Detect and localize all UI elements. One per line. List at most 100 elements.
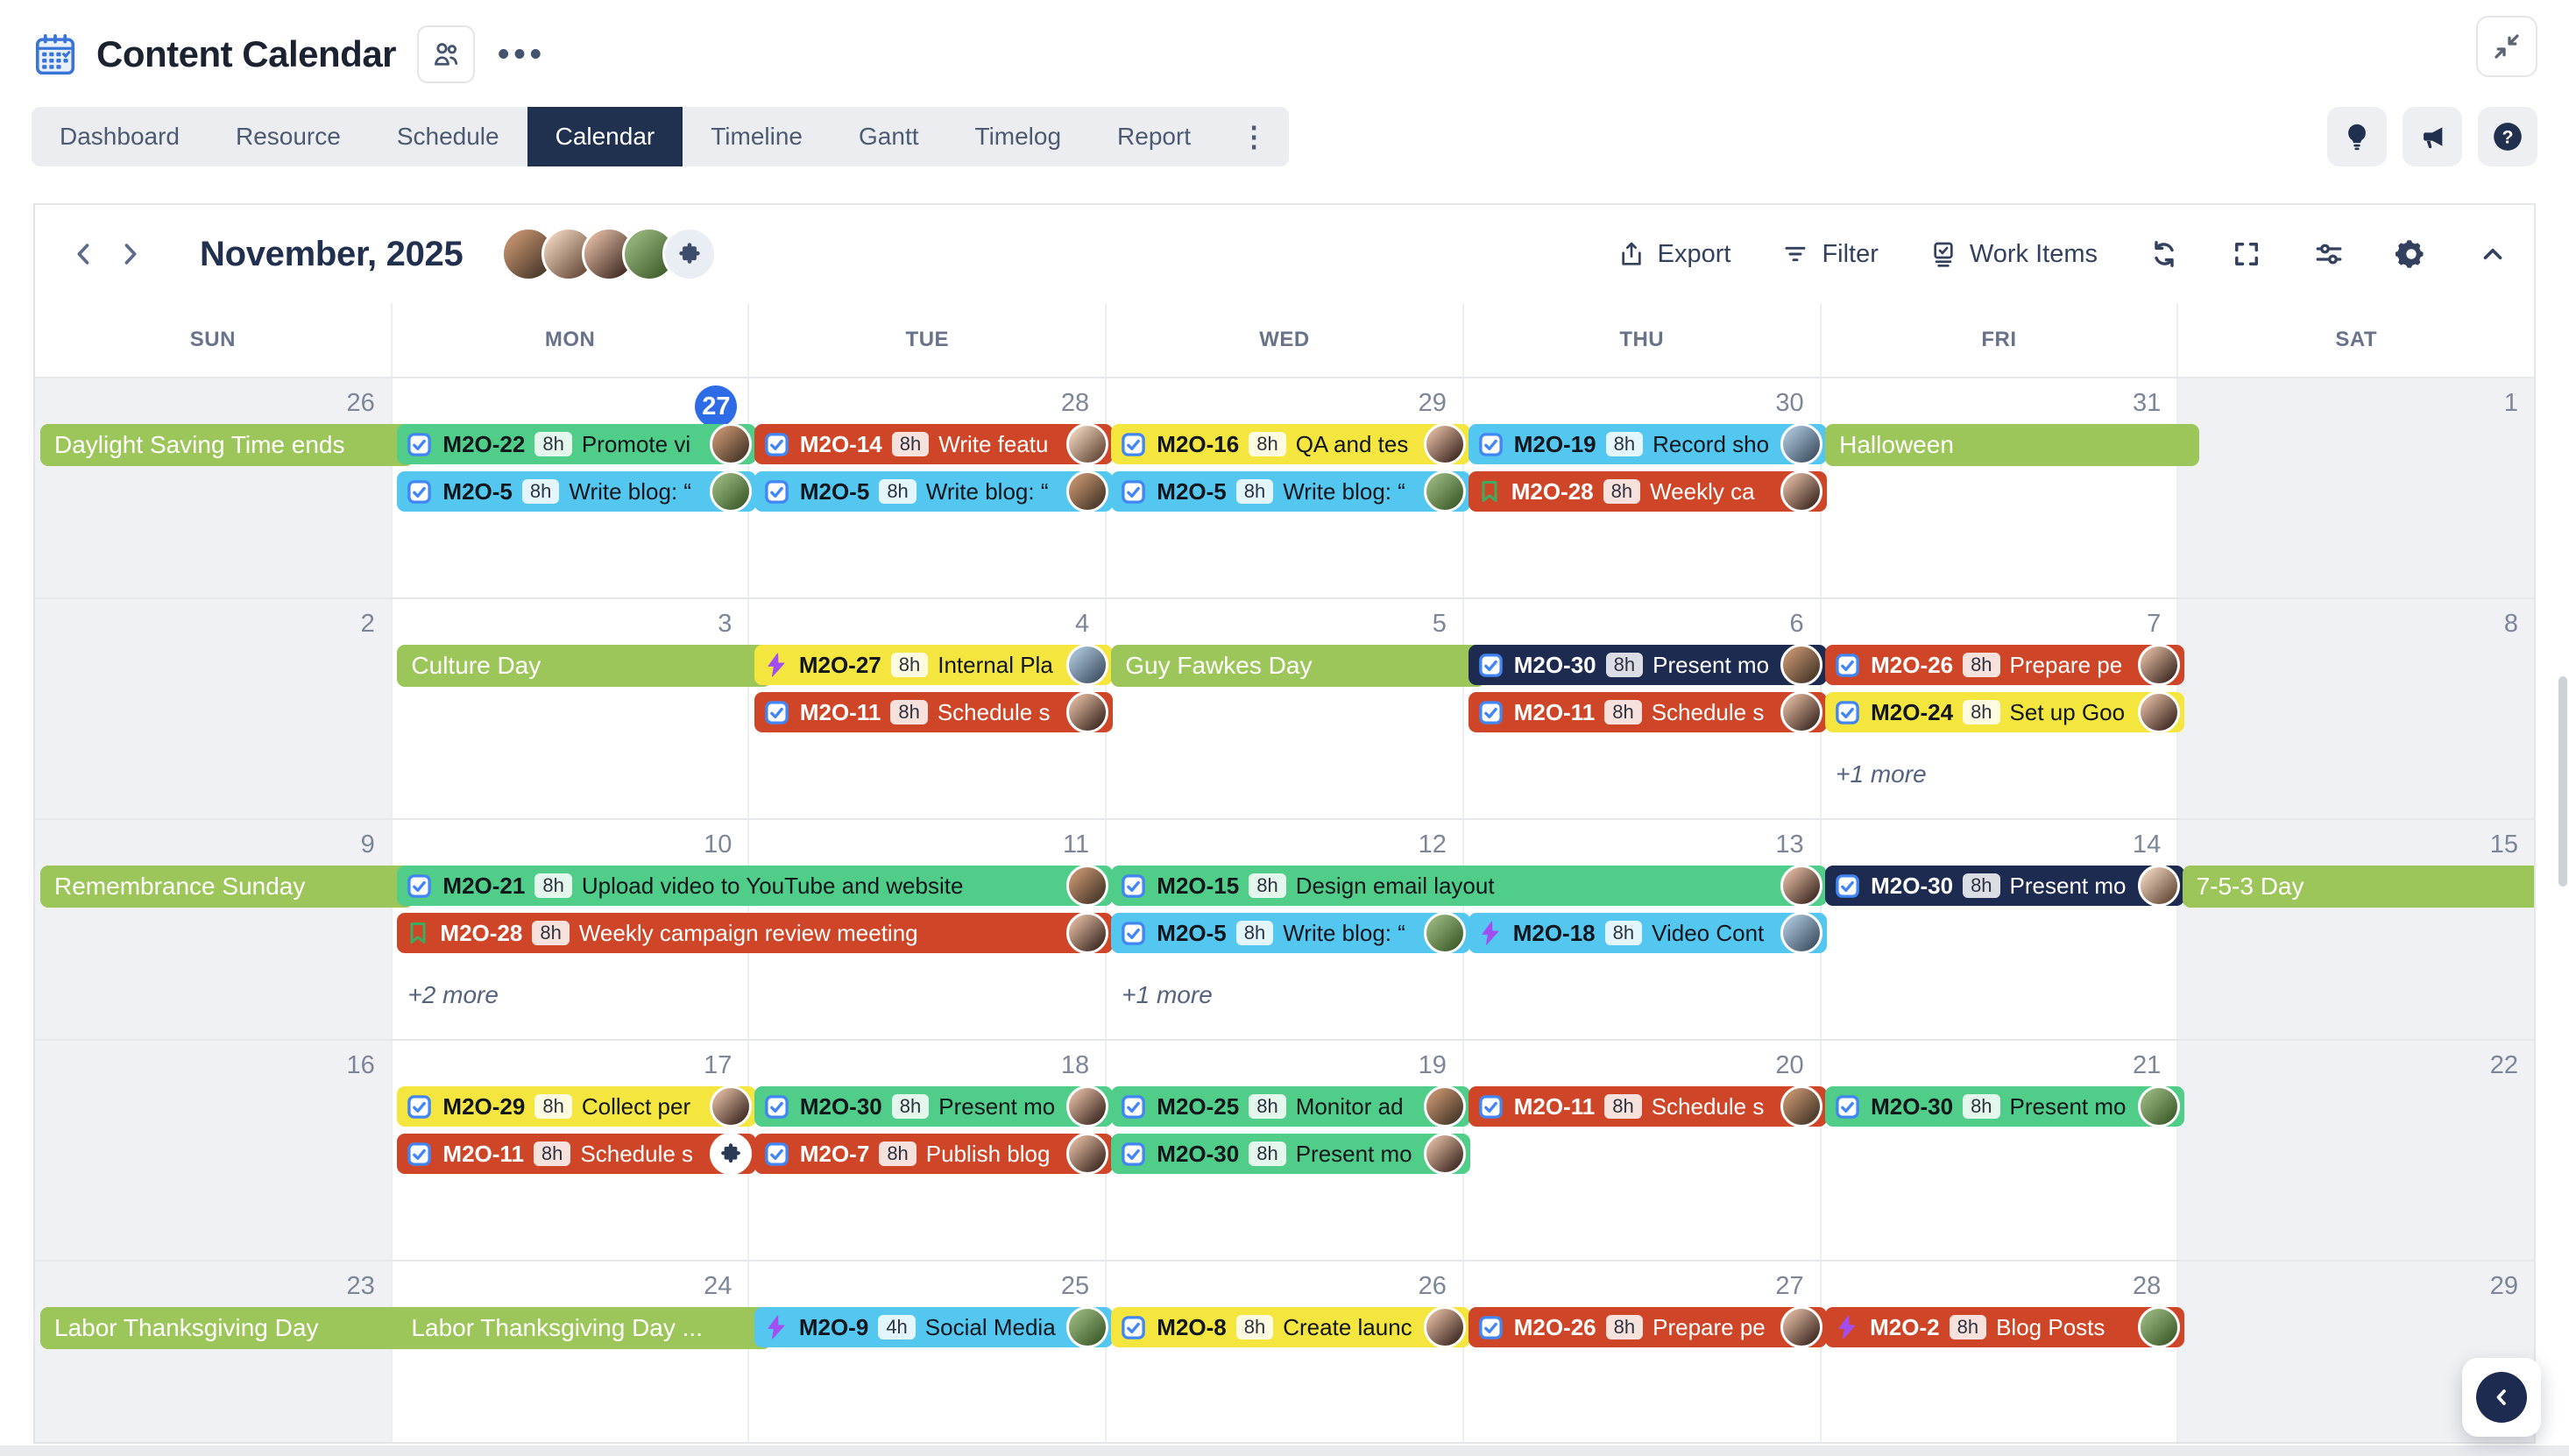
day-cell[interactable]: 22 xyxy=(2176,1041,2534,1260)
day-cell[interactable]: 1 xyxy=(2176,378,2534,597)
tab-schedule[interactable]: Schedule xyxy=(396,123,499,150)
day-cell[interactable]: 5 xyxy=(1105,599,1462,818)
calendar-event[interactable]: M2O-30 8h Present mo xyxy=(1111,1134,1470,1174)
day-cell[interactable]: 16 xyxy=(35,1041,391,1260)
more-events-link[interactable]: +2 more xyxy=(407,981,499,1008)
day-cell[interactable]: 28 xyxy=(1819,1262,2177,1442)
header-more-button[interactable]: ••• xyxy=(498,36,546,73)
calendar-event[interactable]: M2O-26 8h Prepare pe xyxy=(1468,1307,1828,1347)
day-cell[interactable]: 14 xyxy=(1819,820,2177,1039)
day-cell[interactable]: 17 xyxy=(390,1041,748,1260)
calendar-event[interactable]: M2O-5 8h Write blog: “ xyxy=(397,471,756,512)
day-cell[interactable]: 23 xyxy=(35,1262,391,1442)
calendar-event[interactable]: M2O-2 8h Blog Posts xyxy=(1825,1307,2184,1347)
team-avatar-stack[interactable] xyxy=(501,227,718,281)
day-cell[interactable]: 21 xyxy=(1819,1041,2177,1260)
idea-lightbulb-icon[interactable] xyxy=(2327,107,2387,166)
prev-month-icon[interactable] xyxy=(61,231,107,277)
calendar-event[interactable]: M2O-26 8h Prepare pe xyxy=(1825,645,2184,685)
calendar-event[interactable]: M2O-24 8h Set up Goo xyxy=(1825,692,2184,732)
calendar-event[interactable]: M2O-27 8h Internal Pla xyxy=(754,645,1114,685)
next-month-icon[interactable] xyxy=(107,231,152,277)
view-settings-sliders-icon[interactable] xyxy=(2313,238,2345,270)
day-cell[interactable]: 4 xyxy=(747,599,1105,818)
task-icon xyxy=(1834,699,1861,726)
day-cell[interactable]: 27 xyxy=(1461,1262,1820,1442)
holiday-event[interactable]: Halloween xyxy=(1825,424,2199,466)
vertical-scrollbar[interactable] xyxy=(2558,676,2567,887)
tab-timeline[interactable]: Timeline xyxy=(711,123,803,150)
fullscreen-icon[interactable] xyxy=(2231,238,2262,270)
tab-calendar[interactable]: Calendar xyxy=(527,107,683,166)
sync-icon[interactable] xyxy=(2148,238,2180,270)
collapse-window-icon[interactable] xyxy=(2476,16,2537,77)
calendar-event[interactable]: M2O-25 8h Monitor ad xyxy=(1111,1086,1470,1127)
calendar-event[interactable]: M2O-30 8h Present mo xyxy=(1825,1086,2184,1127)
day-cell[interactable]: 3 xyxy=(390,599,748,818)
calendar-event[interactable]: M2O-11 8h Schedule s xyxy=(1468,1086,1828,1127)
settings-gear-icon[interactable] xyxy=(2396,238,2427,270)
day-cell[interactable]: 2 xyxy=(35,599,391,818)
calendar-event[interactable]: M2O-11 8h Schedule s xyxy=(1468,692,1828,732)
announcement-megaphone-icon[interactable] xyxy=(2403,107,2462,166)
calendar-event[interactable]: M2O-8 8h Create launc xyxy=(1111,1307,1470,1347)
calendar-event[interactable]: M2O-30 8h Present mo xyxy=(1468,645,1828,685)
tab-dashboard[interactable]: Dashboard xyxy=(60,123,180,150)
more-events-link[interactable]: +1 more xyxy=(1836,760,1927,788)
calendar-event[interactable]: M2O-29 8h Collect per xyxy=(397,1086,756,1127)
filter-button[interactable]: Filter xyxy=(1781,240,1879,269)
holiday-event[interactable]: Labor Thanksgiving Day ... xyxy=(397,1307,771,1349)
holiday-event[interactable]: Remembrance Sunday xyxy=(40,866,414,908)
tab-gantt[interactable]: Gantt xyxy=(859,123,919,150)
day-cell[interactable]: 6 xyxy=(1461,599,1820,818)
tab-resource[interactable]: Resource xyxy=(235,123,341,150)
holiday-event[interactable]: Culture Day xyxy=(397,645,771,687)
work-items-button[interactable]: Work Items xyxy=(1929,240,2098,269)
date-number: 6 xyxy=(1789,610,1804,638)
calendar-event[interactable]: M2O-16 8h QA and tes xyxy=(1111,424,1470,464)
calendar-event[interactable]: M2O-5 8h Write blog: “ xyxy=(754,471,1114,512)
calendar-event[interactable]: M2O-28 8h Weekly campaign review meeting xyxy=(397,913,1114,953)
tab-report[interactable]: Report xyxy=(1117,123,1192,150)
holiday-event[interactable]: Guy Fawkes Day xyxy=(1111,645,1485,687)
day-cell[interactable]: 25 xyxy=(747,1262,1105,1442)
calendar-event[interactable]: M2O-5 8h Write blog: “ xyxy=(1111,471,1470,512)
calendar-event[interactable]: M2O-5 8h Write blog: “ xyxy=(1111,913,1470,953)
collapse-sidebar-floating-button[interactable] xyxy=(2462,1358,2541,1437)
day-cell[interactable]: 31 xyxy=(1819,378,2177,597)
day-cell[interactable]: 9 xyxy=(35,820,391,1039)
export-button[interactable]: Export xyxy=(1617,240,1730,269)
puzzle-avatar-icon[interactable] xyxy=(662,227,718,281)
calendar-event[interactable]: M2O-9 4h Social Media xyxy=(754,1307,1114,1347)
holiday-event[interactable]: Daylight Saving Time ends xyxy=(40,424,414,466)
day-cell[interactable]: 8 xyxy=(2176,599,2534,818)
tab-timelog[interactable]: Timelog xyxy=(974,123,1062,150)
day-cell[interactable]: 26 xyxy=(35,378,391,597)
day-cell[interactable]: 10 xyxy=(390,820,748,1039)
calendar-event[interactable]: M2O-30 8h Present mo xyxy=(754,1086,1114,1127)
help-icon[interactable]: ? xyxy=(2478,107,2537,166)
event-key: M2O-22 xyxy=(442,430,526,457)
day-cell[interactable]: 24 xyxy=(390,1262,748,1442)
calendar-event[interactable]: M2O-11 8h Schedule s xyxy=(397,1134,756,1174)
tabs-overflow-icon[interactable]: ⋮ xyxy=(1240,121,1269,152)
calendar-event[interactable]: M2O-14 8h Write featu xyxy=(754,424,1114,464)
day-cell[interactable]: 26 xyxy=(1105,1262,1462,1442)
day-cell[interactable]: 27 xyxy=(390,378,748,597)
calendar-event[interactable]: M2O-15 8h Design email layout xyxy=(1111,866,1828,906)
holiday-event[interactable]: Labor Thanksgiving Day xyxy=(40,1307,414,1349)
calendar-event[interactable]: M2O-11 8h Schedule s xyxy=(754,692,1114,732)
day-cell[interactable]: 15 xyxy=(2176,820,2534,1039)
calendar-event[interactable]: M2O-21 8h Upload video to YouTube and webs… xyxy=(397,866,1114,906)
holiday-event[interactable]: 7-5-3 Day xyxy=(2182,866,2534,908)
day-cell[interactable]: 20 xyxy=(1461,1041,1820,1260)
calendar-event[interactable]: M2O-19 8h Record sho xyxy=(1468,424,1828,464)
calendar-event[interactable]: M2O-30 8h Present mo xyxy=(1825,866,2184,906)
calendar-event[interactable]: M2O-18 8h Video Cont xyxy=(1468,913,1828,953)
calendar-event[interactable]: M2O-22 8h Promote vi xyxy=(397,424,756,464)
more-events-link[interactable]: +1 more xyxy=(1122,981,1213,1008)
calendar-event[interactable]: M2O-28 8h Weekly ca xyxy=(1468,471,1828,512)
calendar-event[interactable]: M2O-7 8h Publish blog xyxy=(754,1134,1114,1174)
collapse-toolbar-chevron-icon[interactable] xyxy=(2478,239,2508,269)
share-users-button[interactable] xyxy=(417,25,476,83)
